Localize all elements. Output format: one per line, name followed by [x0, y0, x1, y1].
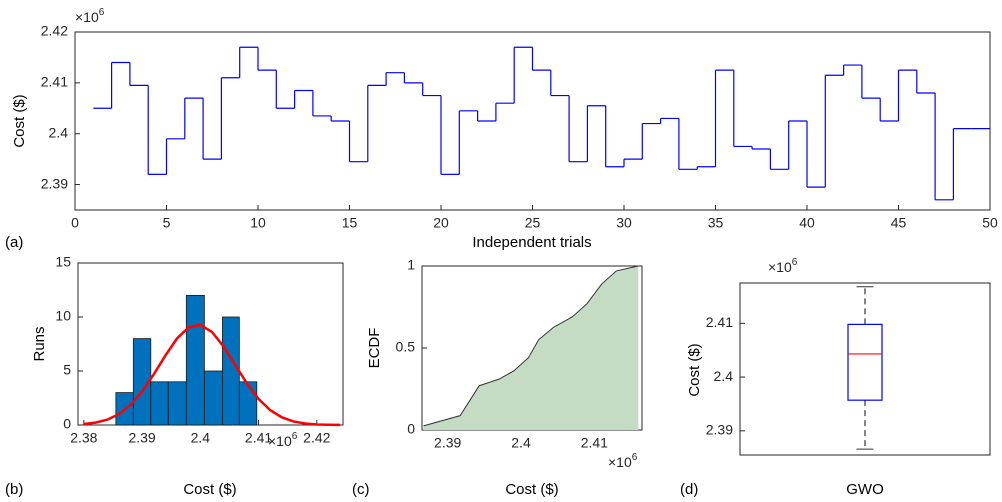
x-tick-label: 2.41	[245, 430, 272, 446]
x-tick-label: 35	[708, 215, 724, 231]
box	[847, 323, 883, 401]
exponent-label: ×106	[75, 7, 105, 25]
exponent-power: 6	[99, 7, 105, 18]
panel-label: (b)	[5, 481, 23, 498]
exponent-label: ×106	[768, 257, 798, 275]
exponent-label: ×106	[268, 431, 298, 449]
x-tick-label: 20	[433, 215, 449, 231]
y-axis-label: Cost ($)	[686, 343, 703, 396]
x-tick-label: 5	[163, 215, 171, 231]
y-tick-label: 2.41	[706, 314, 733, 330]
x-tick-label: 50	[982, 215, 998, 231]
exponent-base: ×10	[608, 454, 632, 470]
x-tick-label: 2.38	[70, 430, 97, 446]
y-tick-label: 2.39	[706, 422, 733, 438]
x-tick-label: 2.4	[511, 435, 531, 451]
x-tick-label: 25	[525, 215, 541, 231]
bar	[185, 294, 205, 426]
y-tick-label: 2.39	[41, 175, 68, 191]
x-tick-label: 2.41	[581, 435, 608, 451]
x-tick-label: 15	[342, 215, 358, 231]
x-tick-label: 2.39	[128, 430, 155, 446]
y-axis-label: Runs	[31, 326, 48, 361]
exponent-power: 6	[792, 257, 798, 268]
ecdf-line	[423, 265, 639, 427]
fit-curve	[83, 323, 341, 427]
exponent-power: 6	[632, 452, 638, 463]
y-axis-label: ECDF	[366, 328, 383, 369]
x-tick-label: 2.4	[191, 430, 211, 446]
x-tick-label: 40	[799, 215, 815, 231]
y-tick-label: 2.41	[41, 74, 68, 90]
x-tick-label: 2.42	[303, 430, 330, 446]
y-axis-label: Cost ($)	[11, 94, 28, 147]
x-tick-label: GWO	[846, 481, 884, 498]
x-axis-label: Independent trials	[472, 234, 591, 251]
exponent-base: ×10	[268, 433, 292, 449]
y-tick-label: 10	[55, 308, 71, 324]
bar	[150, 381, 169, 426]
x-tick-label: 30	[616, 215, 632, 231]
exponent-label: ×106	[608, 452, 638, 470]
exponent-power: 6	[292, 431, 298, 442]
x-tick-label: 45	[891, 215, 907, 231]
x-tick-label: 0	[71, 215, 79, 231]
y-tick-label: 1	[407, 257, 415, 273]
x-tick-label: 2.39	[434, 435, 461, 451]
y-tick-label: 2.4	[714, 368, 734, 384]
bar	[167, 381, 187, 426]
panel-label: (c)	[352, 481, 370, 498]
y-tick-label: 0	[63, 416, 71, 432]
x-axis-label: Cost ($)	[183, 481, 236, 498]
panel-label: (a)	[5, 234, 23, 251]
x-tick-label: 10	[250, 215, 266, 231]
y-tick-label: 0.5	[396, 339, 416, 355]
y-tick-label: 5	[63, 362, 71, 378]
exponent-base: ×10	[768, 259, 792, 275]
bar	[222, 316, 240, 426]
y-tick-label: 0	[407, 421, 415, 437]
y-tick-label: 2.42	[41, 23, 68, 39]
panel-label: (d)	[680, 481, 698, 498]
bar	[203, 370, 223, 426]
y-tick-label: 15	[55, 254, 71, 270]
exponent-base: ×10	[75, 9, 99, 25]
y-tick-label: 2.4	[49, 124, 69, 140]
bar	[238, 381, 258, 426]
x-axis-label: Cost ($)	[505, 481, 558, 498]
